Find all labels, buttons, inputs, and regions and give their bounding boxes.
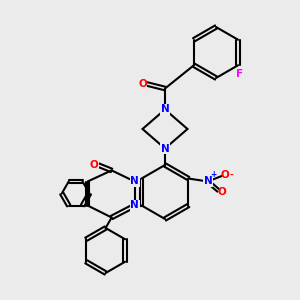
- Text: N: N: [130, 176, 139, 187]
- Text: O: O: [89, 160, 98, 170]
- Text: N: N: [203, 176, 212, 187]
- Text: N: N: [160, 143, 169, 154]
- Text: +: +: [210, 169, 216, 178]
- Text: F: F: [236, 69, 243, 79]
- Text: -: -: [229, 170, 233, 179]
- Text: O: O: [138, 79, 147, 89]
- Text: N: N: [160, 104, 169, 115]
- Text: O: O: [217, 187, 226, 197]
- Text: O: O: [220, 170, 229, 180]
- Text: N: N: [130, 200, 139, 211]
